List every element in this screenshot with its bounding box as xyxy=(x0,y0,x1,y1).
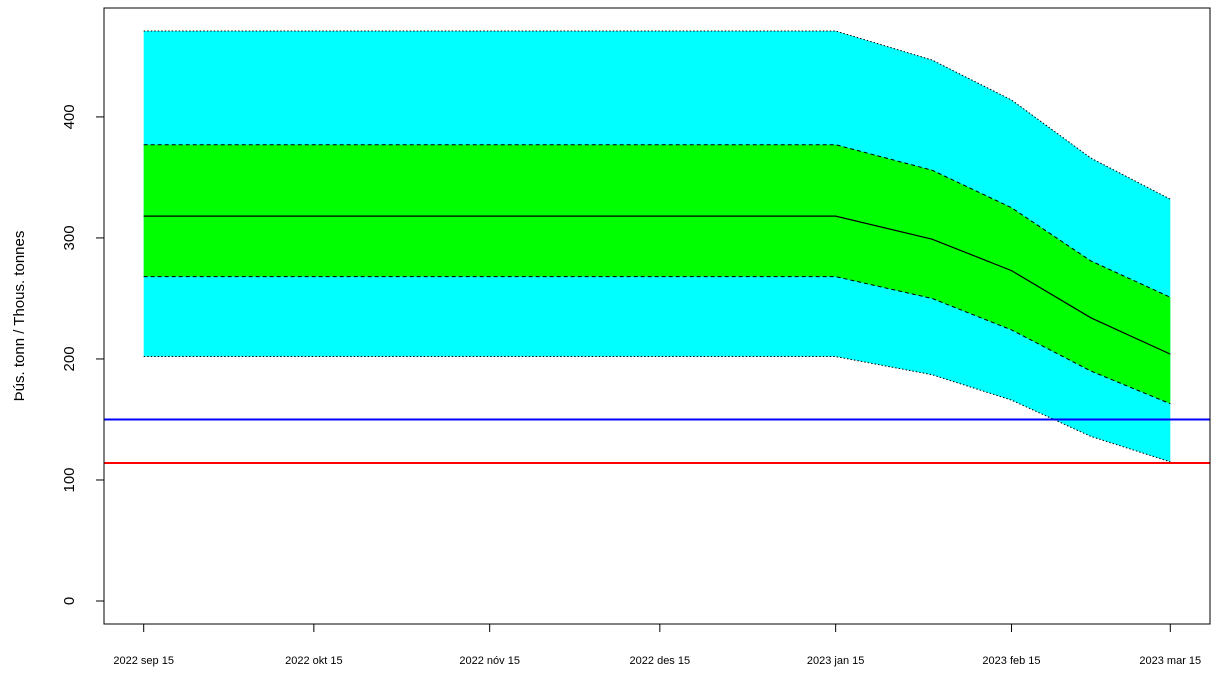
y-tick-label: 200 xyxy=(61,346,78,371)
x-tick-label: 2022 nóv 15 xyxy=(459,655,520,667)
y-tick-label: 300 xyxy=(61,225,78,250)
band-edge xyxy=(143,356,1171,463)
band-edge xyxy=(143,30,1171,200)
x-tick-label: 2022 sep 15 xyxy=(113,655,174,667)
y-axis-label: Þús. tonn / Thous. tonnes xyxy=(11,231,28,402)
y-tick-label: 100 xyxy=(61,467,78,492)
x-tick-label: 2022 okt 15 xyxy=(285,655,343,667)
median-line xyxy=(143,215,1171,355)
x-tick-label: 2023 jan 15 xyxy=(807,655,865,667)
band-fill xyxy=(143,144,1171,404)
x-tick-label: 2023 feb 15 xyxy=(982,655,1040,667)
x-tick-label: 2023 mar 15 xyxy=(1139,655,1201,667)
x-tick-label: 2022 des 15 xyxy=(630,655,691,667)
y-tick-label: 0 xyxy=(61,597,78,605)
y-tick-label: 400 xyxy=(61,104,78,129)
